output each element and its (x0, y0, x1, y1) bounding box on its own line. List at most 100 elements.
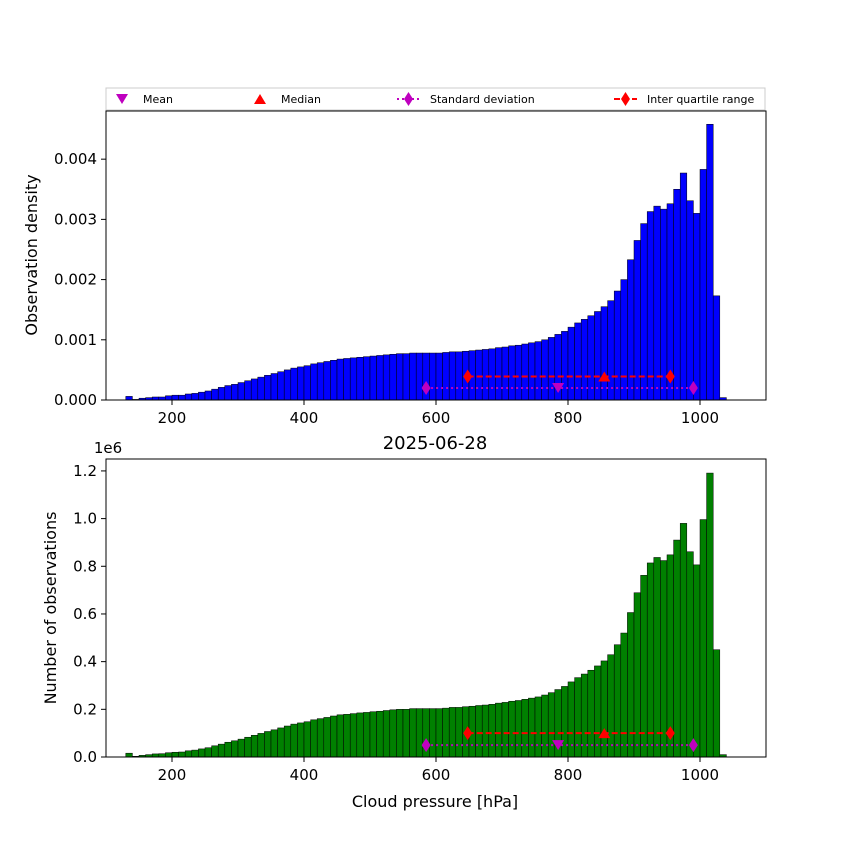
density-bar (224, 385, 232, 401)
count-bar (508, 700, 516, 758)
count-y-tick-label: 0.4 (73, 653, 97, 671)
density-bar (250, 378, 259, 401)
density-bar (653, 205, 661, 401)
density-bar (191, 393, 199, 401)
density-bar (125, 396, 133, 401)
count-bar (409, 708, 417, 758)
density-std-marker (421, 380, 431, 395)
count-bars (125, 472, 727, 758)
density-y-tick-label: 0.003 (54, 210, 97, 228)
count-bar (178, 751, 186, 758)
count-bar (231, 740, 239, 758)
count-statistics-markers (421, 726, 698, 753)
density-bar (514, 344, 523, 401)
count-median-marker (598, 728, 611, 739)
density-bar (316, 362, 325, 401)
count-bar (270, 729, 278, 758)
count-y-tick-label: 1.0 (73, 510, 97, 528)
count-bar (706, 472, 714, 758)
count-bar (693, 564, 701, 758)
density-statistics-markers (421, 369, 698, 395)
count-bar (600, 660, 608, 758)
count-panel: 2025-06-28 1e6 200 400 600 800 1000 0.00.20.… (41, 433, 767, 811)
density-bar (264, 375, 272, 401)
density-bar (706, 123, 714, 401)
density-x-tick-label: 800 (554, 409, 583, 427)
density-bar (448, 351, 457, 401)
count-y-tick-label: 1.2 (73, 462, 97, 480)
count-iqr-marker (463, 726, 473, 741)
count-bar (250, 735, 259, 758)
density-bar (231, 384, 239, 401)
density-bar (336, 358, 344, 401)
density-bar (712, 295, 721, 401)
density-bar (376, 355, 384, 401)
count-panel-title: 2025-06-28 (383, 433, 488, 454)
count-bar (376, 710, 384, 758)
density-bar (297, 366, 305, 401)
density-median-marker (598, 371, 611, 382)
density-bar (600, 306, 608, 401)
count-bar (475, 705, 483, 758)
count-bar (514, 700, 523, 758)
density-bar (310, 363, 318, 401)
legend: Mean Median Standard deviation Inter qua… (105, 87, 766, 111)
density-bar (620, 279, 628, 401)
legend-median-label: Median (281, 93, 321, 106)
count-bar (640, 575, 648, 758)
density-bar (495, 347, 503, 401)
count-x-tick-label: 1000 (681, 766, 719, 784)
count-bar (521, 699, 529, 758)
count-bar (290, 723, 298, 758)
count-bar (283, 725, 292, 758)
density-bar (343, 358, 351, 401)
count-bar (323, 717, 331, 758)
density-bar (541, 339, 549, 401)
count-y-tick-label: 0.8 (73, 557, 97, 575)
density-bar (528, 342, 536, 401)
density-bar (369, 355, 377, 401)
density-bar (699, 169, 707, 401)
density-bar (178, 394, 186, 401)
density-bar (198, 391, 206, 401)
count-bar (257, 733, 265, 758)
density-bar (165, 395, 173, 401)
count-std-marker (421, 738, 431, 753)
count-bar (686, 551, 694, 758)
density-bar (521, 343, 529, 401)
density-bar (547, 337, 556, 401)
density-bar (349, 357, 358, 401)
density-y-tick-label: 0.004 (54, 150, 97, 168)
density-bar (488, 348, 496, 401)
count-bar (349, 713, 358, 758)
count-bar (158, 753, 166, 758)
count-bar (171, 751, 179, 758)
density-bar (290, 367, 298, 401)
density-bar (237, 382, 245, 401)
count-bar (699, 519, 707, 758)
count-bar (429, 708, 437, 758)
count-bar (541, 694, 549, 758)
density-bar (481, 349, 490, 401)
count-y-tick-label: 0.2 (73, 700, 97, 718)
count-bar (184, 750, 193, 758)
count-bar (561, 686, 569, 758)
density-bar (627, 259, 635, 401)
density-bar (673, 189, 681, 401)
density-bar (402, 353, 410, 401)
count-x-ticks: 200 400 600 800 1000 (158, 757, 719, 784)
count-bar (356, 712, 364, 758)
count-bar (488, 704, 496, 758)
density-bar (257, 376, 265, 401)
count-bar (448, 707, 457, 758)
density-iqr-marker (665, 369, 675, 384)
density-bar (693, 213, 701, 401)
density-bar (356, 357, 364, 401)
count-bar (442, 707, 450, 758)
count-bar (211, 745, 219, 758)
count-bar (534, 696, 542, 758)
count-bar (547, 692, 556, 758)
legend-mean-label: Mean (143, 93, 173, 106)
count-bar (402, 709, 410, 758)
legend-item-inter-quartile-range: Inter quartile range (614, 92, 754, 106)
